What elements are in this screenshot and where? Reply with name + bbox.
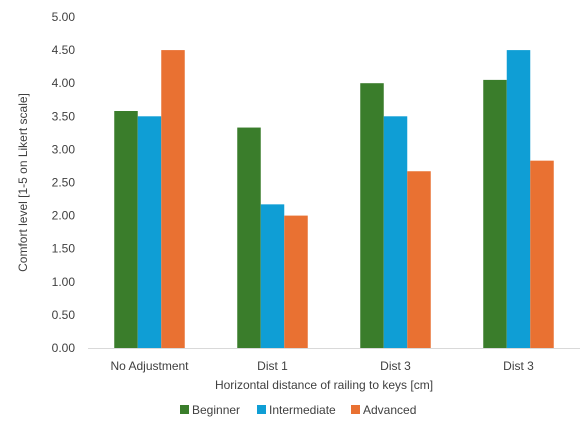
legend-swatch-intermediate <box>257 405 266 414</box>
y-tick-label: 2.50 <box>52 176 76 190</box>
y-tick-label: 4.00 <box>52 76 76 90</box>
bar-advanced-4 <box>530 160 554 348</box>
bar-intermediate-4 <box>506 50 531 348</box>
bar-advanced-3 <box>407 171 431 348</box>
y-tick-label: 1.00 <box>52 275 76 289</box>
bar-beginner-3 <box>360 83 384 348</box>
legend: Beginner Intermediate Advanced <box>180 403 416 417</box>
legend-swatch-advanced <box>351 405 360 414</box>
y-tick-label: 0.50 <box>52 308 76 322</box>
bar-intermediate-2 <box>260 204 285 348</box>
bar-beginner-4 <box>483 79 507 348</box>
x-tick-label: Dist 3 <box>380 359 411 373</box>
x-axis-title: Horizontal distance of railing to keys [… <box>215 378 433 392</box>
bar-beginner-2 <box>237 127 261 348</box>
y-tick-label: 1.50 <box>52 242 76 256</box>
bar-advanced-1 <box>161 50 185 348</box>
y-tick-label: 3.50 <box>52 109 76 123</box>
y-tick-label: 2.00 <box>52 209 76 223</box>
x-axis-ticks: No Adjustment Dist 1 Dist 3 Dist 3 <box>110 359 534 373</box>
bar-beginner-1 <box>114 111 138 348</box>
y-tick-label: 4.50 <box>52 43 76 57</box>
legend-label-beginner: Beginner <box>192 403 240 417</box>
legend-label-advanced: Advanced <box>363 403 416 417</box>
bar-advanced-2 <box>284 215 308 348</box>
y-axis-title: Comfort level [1-5 on Likert scale] <box>16 93 30 272</box>
bar-intermediate-3 <box>383 116 408 348</box>
x-tick-label: No Adjustment <box>110 359 189 373</box>
y-axis-ticks: 0.00 0.50 1.00 1.50 2.00 2.50 3.00 3.50 4.00 4.50… <box>52 10 76 355</box>
x-tick-label: Dist 1 <box>257 359 288 373</box>
y-tick-label: 0.00 <box>52 341 76 355</box>
bar-intermediate-1 <box>137 116 162 348</box>
y-tick-label: 3.00 <box>52 142 76 156</box>
x-tick-label: Dist 3 <box>503 359 534 373</box>
legend-label-intermediate: Intermediate <box>269 403 336 417</box>
bars-group <box>114 50 554 348</box>
legend-swatch-beginner <box>180 405 189 414</box>
y-tick-label: 5.00 <box>52 10 76 24</box>
